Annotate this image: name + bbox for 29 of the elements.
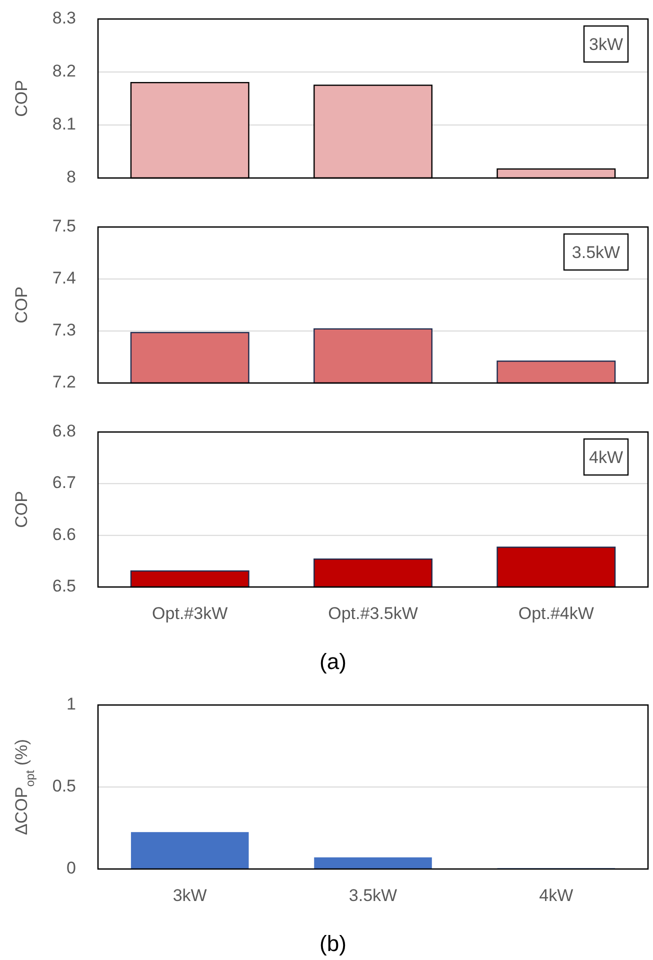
y-axis-title: COP: [12, 286, 31, 324]
annotation: 3kW: [589, 35, 623, 54]
y-tick-label: 0: [66, 858, 76, 878]
x-tick-label: 3kW: [172, 886, 207, 905]
y-axis-title: COP: [12, 80, 31, 117]
y-tick-label: 6.6: [52, 524, 76, 544]
y-tick-label: 7.5: [52, 216, 76, 236]
text: (b): [320, 931, 346, 956]
y-tick-label: 8.2: [52, 61, 76, 80]
x-tick-label: Opt.#3kW: [152, 604, 228, 623]
y-tick-label: 8.3: [52, 8, 76, 28]
x-tick-label: Opt.#3.5kW: [328, 604, 418, 623]
y-tick-label: 6.7: [52, 473, 76, 492]
y-tick-label: 6.5: [52, 576, 76, 596]
y-tick-label: 7.2: [52, 372, 76, 392]
annotation: 3.5kW: [572, 243, 620, 262]
y-tick-label: 1: [66, 694, 76, 714]
y-tick-label: 7.3: [52, 320, 76, 340]
x-tick-label: 4kW: [539, 886, 574, 905]
y-axis-title: COP: [12, 491, 31, 528]
y-tick-label: 0.5: [52, 776, 76, 796]
annotation: 4kW: [589, 448, 623, 467]
y-tick-label: 7.4: [52, 268, 76, 288]
x-tick-label: Opt.#4kW: [518, 604, 594, 623]
y-tick-label: 8.1: [52, 114, 76, 134]
text: (a): [320, 649, 346, 674]
x-tick-label: 3.5kW: [348, 886, 398, 905]
y-tick-label: 8: [66, 167, 76, 186]
y-tick-label: 6.8: [52, 421, 76, 440]
